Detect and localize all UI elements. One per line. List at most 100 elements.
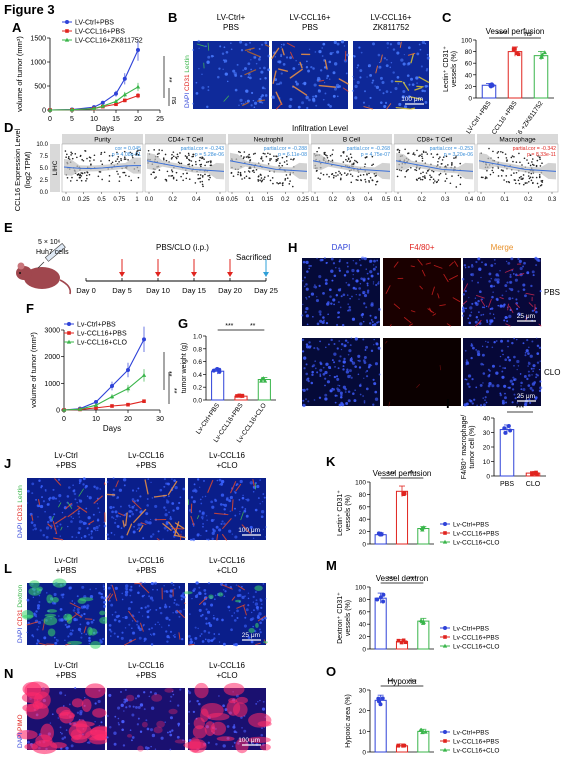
nucleus xyxy=(150,581,154,586)
bar xyxy=(395,490,409,545)
nucleus xyxy=(381,81,385,85)
data-point xyxy=(217,369,222,374)
scatter-point xyxy=(154,177,156,179)
vessel-signal xyxy=(509,305,514,313)
nucleus xyxy=(159,488,163,492)
scatter-point xyxy=(503,179,505,181)
nucleus xyxy=(121,592,124,595)
nucleus xyxy=(50,527,52,530)
injection-arrowhead xyxy=(119,272,125,277)
nucleus xyxy=(469,399,473,403)
nucleus xyxy=(103,524,107,528)
y-tick-label: 40 xyxy=(483,416,491,423)
nucleus xyxy=(124,627,127,629)
nucleus xyxy=(117,614,120,618)
nucleus xyxy=(367,277,370,280)
vessel-signal xyxy=(51,516,54,521)
nucleus xyxy=(144,606,147,609)
nucleus xyxy=(53,602,57,605)
nucleus xyxy=(524,354,527,357)
nucleus xyxy=(261,727,263,729)
nucleus xyxy=(334,394,337,397)
scatter-point xyxy=(117,156,120,158)
x-tick-label: 0.5 xyxy=(97,197,106,203)
y-tick-label: 30 xyxy=(359,688,367,695)
nucleus xyxy=(467,265,470,269)
nucleus xyxy=(199,635,202,637)
nucleus xyxy=(397,41,401,45)
scatter-point xyxy=(421,160,424,162)
nucleus xyxy=(535,376,538,379)
data-point xyxy=(502,426,507,431)
nucleus xyxy=(360,256,365,260)
nucleus xyxy=(363,377,365,379)
nucleus xyxy=(94,529,97,532)
vessel-signal xyxy=(439,304,446,307)
nucleus xyxy=(231,745,234,748)
scatter-point xyxy=(271,177,274,179)
nucleus xyxy=(302,260,306,264)
vessel-signal xyxy=(134,582,143,585)
vessel-signal xyxy=(414,87,423,91)
panel-letter-j: J xyxy=(4,456,11,471)
nucleus xyxy=(111,516,114,519)
nucleus xyxy=(305,343,309,346)
nucleus xyxy=(247,636,251,639)
y-tick-label: 40 xyxy=(465,72,473,79)
nucleus xyxy=(61,511,64,514)
nucleus xyxy=(171,690,174,693)
scatter-point xyxy=(93,159,95,161)
nucleus xyxy=(123,698,126,701)
nucleus xyxy=(129,729,132,731)
scatter-point xyxy=(188,178,191,180)
x-tick-label: 0.3 xyxy=(441,197,450,203)
nucleus xyxy=(109,635,112,637)
vessel-signal xyxy=(517,273,525,277)
nucleus xyxy=(73,492,77,496)
scatter-point xyxy=(248,167,251,169)
column-header: F4/80+ xyxy=(409,243,434,252)
column-header: Lv-Ctrl xyxy=(54,451,78,460)
nucleus xyxy=(517,365,520,367)
scatter-point xyxy=(263,178,265,180)
nucleus xyxy=(163,605,168,609)
nucleus xyxy=(340,393,343,397)
x-tick-label: 0.2 xyxy=(524,197,533,203)
nucleus xyxy=(504,392,506,395)
nucleus xyxy=(74,687,77,690)
column-header: +PBS xyxy=(56,461,77,470)
vessel-signal xyxy=(395,106,411,110)
scatter-point xyxy=(364,181,367,183)
scatter-point xyxy=(238,150,240,153)
fit-line xyxy=(146,160,225,172)
y-tick-label: 80 xyxy=(359,492,367,499)
vessel-signal xyxy=(475,295,485,299)
nucleus xyxy=(124,688,127,691)
nucleus xyxy=(234,491,237,494)
stain-blob xyxy=(137,745,144,752)
vessel-signal xyxy=(429,307,432,313)
nucleus xyxy=(536,374,539,377)
nucleus xyxy=(347,390,351,393)
nucleus xyxy=(163,584,165,587)
nucleus xyxy=(481,353,485,357)
scatter-point xyxy=(406,169,408,172)
nucleus xyxy=(356,67,358,69)
nucleus xyxy=(96,519,100,522)
scatter-point xyxy=(459,183,462,186)
stain-blob xyxy=(31,739,58,755)
nucleus xyxy=(289,97,293,101)
nucleus xyxy=(305,283,308,286)
nucleus xyxy=(371,81,374,84)
nucleus xyxy=(324,393,328,397)
nucleus xyxy=(529,386,533,390)
scatter-point xyxy=(172,151,175,153)
nucleus xyxy=(319,69,323,72)
stain-blob xyxy=(90,640,101,649)
nucleus xyxy=(330,269,334,273)
scatter-point xyxy=(199,177,202,180)
nucleus xyxy=(378,373,381,376)
scatter-point xyxy=(418,155,420,157)
stain-blob xyxy=(208,594,214,600)
